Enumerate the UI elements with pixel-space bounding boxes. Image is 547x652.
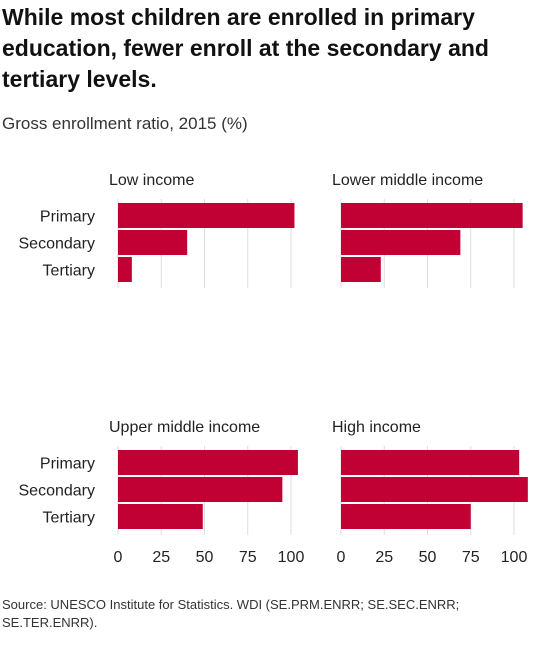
bar-high-income-primary <box>341 450 520 475</box>
x-tick-label-upper-middle-income-100: 100 <box>278 549 305 566</box>
category-label-upper-middle-income-secondary: Secondary <box>19 483 96 500</box>
x-tick-label-upper-middle-income-75: 75 <box>239 549 257 566</box>
bar-upper-middle-income-tertiary <box>118 504 203 529</box>
facet-title-upper-middle-income: Upper middle income <box>109 419 260 436</box>
bar-lower-middle-income-tertiary <box>341 257 381 282</box>
category-label-low-income-secondary: Secondary <box>19 236 96 253</box>
x-tick-label-upper-middle-income-0: 0 <box>114 549 123 566</box>
bar-high-income-tertiary <box>341 504 471 529</box>
category-label-low-income-primary: Primary <box>40 209 95 226</box>
bar-low-income-secondary <box>118 230 188 255</box>
x-tick-label-high-income-0: 0 <box>337 549 346 566</box>
bar-upper-middle-income-secondary <box>118 477 283 502</box>
bar-lower-middle-income-secondary <box>341 230 461 255</box>
source-note: Source: UNESCO Institute for Statistics.… <box>2 597 460 630</box>
category-label-upper-middle-income-primary: Primary <box>40 456 95 473</box>
chart-subtitle: Gross enrollment ratio, 2015 (%) <box>2 114 248 133</box>
bar-low-income-tertiary <box>118 257 132 282</box>
category-label-low-income-tertiary: Tertiary <box>43 263 95 280</box>
bar-lower-middle-income-primary <box>341 203 523 228</box>
x-tick-label-high-income-50: 50 <box>419 549 437 566</box>
x-tick-label-upper-middle-income-50: 50 <box>196 549 214 566</box>
x-tick-label-high-income-75: 75 <box>462 549 480 566</box>
category-label-upper-middle-income-tertiary: Tertiary <box>43 510 95 527</box>
chart-title: While most children are enrolled in prim… <box>2 4 489 92</box>
x-tick-label-upper-middle-income-25: 25 <box>152 549 170 566</box>
bar-low-income-primary <box>118 203 295 228</box>
bar-upper-middle-income-primary <box>118 450 298 475</box>
facet-title-high-income: High income <box>332 419 421 436</box>
x-tick-label-high-income-25: 25 <box>375 549 393 566</box>
facet-title-lower-middle-income: Lower middle income <box>332 172 483 189</box>
bar-high-income-secondary <box>341 477 528 502</box>
facet-title-low-income: Low income <box>109 172 194 189</box>
x-tick-label-high-income-100: 100 <box>501 549 528 566</box>
